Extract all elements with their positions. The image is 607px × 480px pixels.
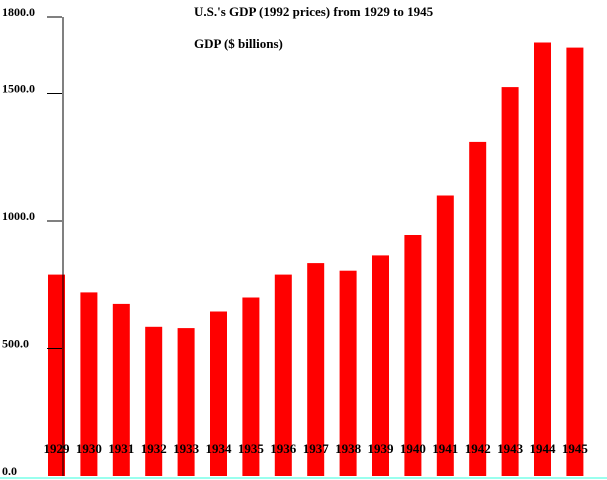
x-tick-label: 1945: [562, 441, 589, 456]
x-tick-label: 1934: [206, 441, 233, 456]
y-tick-label: 1000.0: [2, 209, 35, 223]
bar-1936: [274, 274, 292, 476]
x-tick-label: 1931: [108, 441, 134, 456]
bar-1944: [534, 42, 551, 476]
y-tick-label: 1800.0: [2, 5, 35, 19]
x-tick-label: 1937: [303, 441, 330, 456]
x-tick-label: 1929: [44, 441, 71, 456]
bar-1941: [436, 195, 454, 476]
bar-1945: [566, 47, 584, 476]
bar-1938: [339, 270, 357, 476]
bar-1937: [307, 263, 325, 476]
x-tick-label: 1943: [497, 441, 524, 456]
x-tick-label: 1941: [432, 441, 458, 456]
y-tick-label: 500.0: [2, 337, 29, 351]
bar-1930: [80, 292, 98, 476]
bars-group: [48, 42, 584, 476]
y-tick-label: 0.0: [2, 464, 17, 478]
bar-1943: [501, 87, 519, 476]
bar-1929: [48, 274, 65, 476]
x-tick-label: 1944: [530, 441, 557, 456]
bar-1931: [112, 303, 130, 476]
bar-1934: [210, 311, 227, 476]
y-tick-label: 1500.0: [2, 82, 35, 96]
x-tick-label: 1935: [238, 441, 265, 456]
x-tick-label: 1939: [368, 441, 395, 456]
x-tick-label: 1940: [400, 441, 426, 456]
bar-1935: [242, 297, 260, 476]
x-tick-label: 1933: [173, 441, 200, 456]
x-tick-label: 1932: [141, 441, 167, 456]
x-tick-label: 1942: [465, 441, 491, 456]
bar-1942: [469, 141, 487, 476]
x-tick-labels: 1929 1930 1931 1932 1933 1934 1935 1936 1937 1938…: [44, 441, 589, 456]
y-axis: 0.0 500.0 1000.0 1500.0 1800.0: [0, 5, 607, 479]
x-tick-label: 1930: [76, 441, 102, 456]
chart-title: U.S.'s GDP (1992 prices) from 1929 to 19…: [194, 4, 434, 19]
x-tick-label: 1938: [335, 441, 362, 456]
x-tick-label: 1936: [270, 441, 297, 456]
bar-1932: [145, 326, 163, 476]
bar-1939: [372, 255, 389, 476]
bar-1933: [177, 328, 195, 476]
chart-subtitle: GDP ($ billions): [194, 36, 283, 51]
bar-1940: [404, 235, 422, 476]
